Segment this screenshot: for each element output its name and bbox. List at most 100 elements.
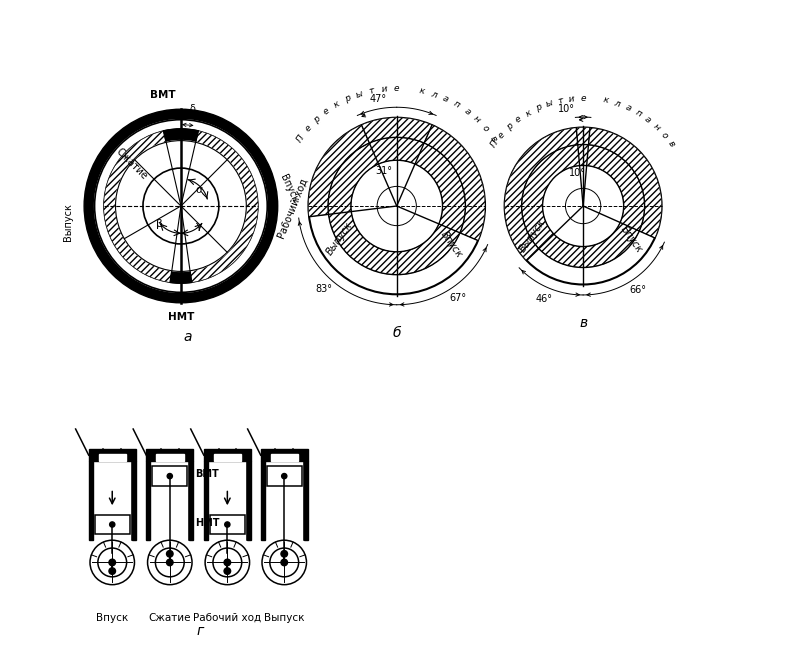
Text: 47°: 47°: [370, 94, 386, 104]
Text: р: р: [312, 114, 322, 125]
Circle shape: [282, 473, 287, 479]
Text: к: к: [332, 99, 342, 110]
Bar: [261, 449, 308, 461]
Text: 66°: 66°: [630, 286, 646, 296]
Text: н: н: [471, 114, 482, 125]
Text: 46°: 46°: [535, 294, 552, 303]
Text: т: т: [368, 86, 375, 96]
Circle shape: [224, 559, 230, 566]
Circle shape: [147, 540, 192, 585]
Text: Выпуск: Выпуск: [62, 203, 73, 241]
Bar: [247, 461, 251, 540]
Text: р: р: [534, 103, 543, 113]
Wedge shape: [94, 120, 267, 292]
Text: Впуск: Впуск: [618, 224, 644, 255]
Circle shape: [110, 522, 115, 527]
Circle shape: [167, 473, 173, 479]
Wedge shape: [424, 125, 485, 241]
Text: ы: ы: [544, 98, 554, 109]
Text: е: е: [580, 94, 586, 103]
Wedge shape: [589, 128, 662, 238]
Text: а: а: [642, 114, 653, 125]
Text: 67°: 67°: [449, 293, 466, 303]
Circle shape: [98, 548, 126, 577]
Text: а: а: [183, 330, 192, 344]
Circle shape: [225, 522, 230, 527]
Text: б: б: [393, 326, 401, 339]
Text: п: п: [452, 99, 462, 110]
Text: а: а: [623, 103, 632, 113]
Text: НМТ: НМТ: [168, 312, 194, 322]
Text: 31°: 31°: [375, 165, 392, 176]
Wedge shape: [84, 109, 278, 303]
Wedge shape: [104, 131, 181, 283]
Text: п: п: [633, 108, 642, 118]
Text: γ: γ: [196, 220, 202, 231]
Text: о: о: [659, 130, 670, 140]
Text: в: в: [488, 134, 498, 143]
Text: ВМТ: ВМТ: [194, 469, 218, 479]
Bar: [190, 461, 194, 540]
Text: о: о: [480, 124, 490, 133]
Circle shape: [262, 540, 306, 585]
Text: и: и: [568, 94, 575, 103]
Text: е: е: [394, 84, 399, 93]
Text: к: к: [418, 86, 426, 96]
Text: ы: ы: [355, 89, 365, 99]
Text: Выпуск: Выпуск: [264, 613, 305, 623]
Bar: [210, 515, 245, 534]
Circle shape: [115, 141, 246, 271]
Text: Выпуск: Выпуск: [517, 217, 547, 254]
Text: δ: δ: [190, 105, 196, 114]
Bar: [204, 449, 251, 461]
Text: и: и: [381, 84, 387, 94]
Text: в: в: [579, 316, 587, 330]
Text: Сжатие: Сжатие: [149, 613, 191, 623]
Bar: [132, 461, 136, 540]
Circle shape: [377, 186, 416, 226]
Circle shape: [270, 548, 298, 577]
Text: Впуск: Впуск: [438, 229, 464, 259]
Wedge shape: [170, 271, 192, 283]
Circle shape: [224, 568, 230, 574]
Text: Выпуск: Выпуск: [325, 221, 354, 258]
Circle shape: [166, 559, 173, 566]
Text: П: П: [294, 133, 306, 144]
Text: 10°: 10°: [558, 104, 574, 114]
Wedge shape: [362, 118, 432, 143]
Bar: [304, 461, 308, 540]
Circle shape: [281, 551, 287, 557]
Circle shape: [309, 118, 485, 294]
Text: Впуск: Впуск: [96, 613, 128, 623]
Text: β: β: [157, 219, 163, 230]
Text: П: П: [489, 139, 500, 150]
Text: л: л: [430, 89, 438, 99]
Text: 10°: 10°: [569, 167, 586, 178]
Circle shape: [205, 540, 250, 585]
Text: НМТ: НМТ: [194, 518, 219, 528]
Text: Рабочий ход: Рабочий ход: [194, 613, 262, 623]
Wedge shape: [522, 145, 645, 267]
Text: р: р: [505, 122, 515, 132]
Bar: [89, 449, 136, 461]
Circle shape: [90, 540, 134, 585]
Circle shape: [213, 548, 242, 577]
Text: е: е: [303, 124, 314, 133]
Text: л: л: [613, 98, 622, 109]
Bar: [214, 454, 241, 461]
Text: е: е: [322, 107, 331, 117]
Wedge shape: [505, 128, 578, 260]
Bar: [261, 461, 265, 540]
Circle shape: [542, 165, 624, 247]
Bar: [146, 461, 150, 540]
Text: Рабочий ход: Рабочий ход: [276, 177, 310, 241]
Circle shape: [281, 559, 287, 566]
Text: е: е: [497, 130, 507, 140]
Bar: [89, 461, 93, 540]
Text: р: р: [343, 94, 353, 104]
Text: е: е: [514, 114, 523, 125]
Text: α: α: [195, 184, 202, 195]
Circle shape: [566, 188, 601, 224]
Text: г: г: [197, 624, 204, 638]
Circle shape: [109, 568, 115, 574]
